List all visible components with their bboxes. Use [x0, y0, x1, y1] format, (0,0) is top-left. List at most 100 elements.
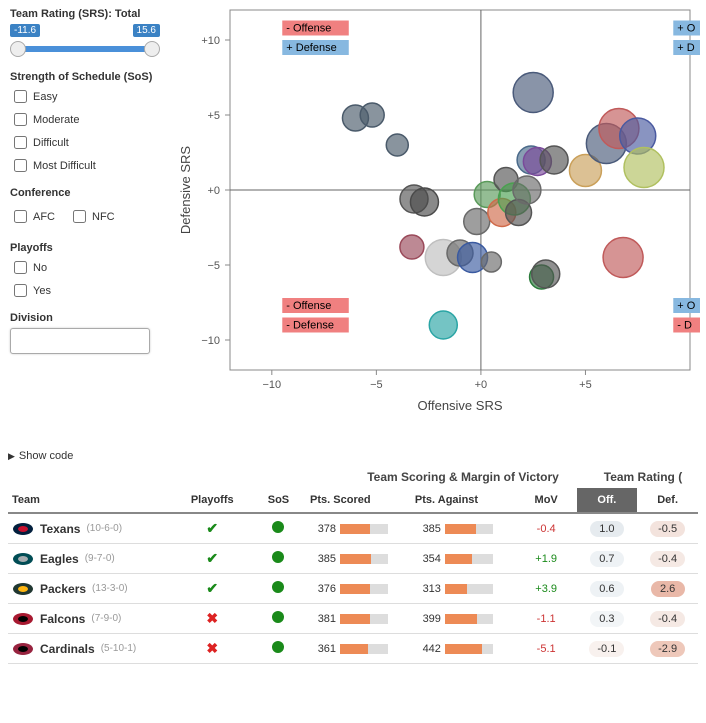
slider-handle-min[interactable] [10, 41, 26, 57]
svg-text:+5: +5 [207, 110, 220, 122]
col-playoffs[interactable]: Playoffs [174, 488, 251, 513]
sos-option-most-difficult[interactable]: Most Difficult [10, 156, 160, 175]
check-icon: ✔ [206, 580, 218, 596]
svg-text:−10: −10 [201, 335, 220, 347]
team-record: (7-9-0) [91, 613, 121, 624]
bubble[interactable] [360, 103, 384, 127]
slider-handle-max[interactable] [144, 41, 160, 57]
mov-value: -0.4 [516, 513, 577, 544]
team-logo-icon [12, 551, 34, 567]
checkbox[interactable] [14, 210, 27, 223]
def-pill: -0.5 [650, 521, 685, 537]
sos-option-difficult[interactable]: Difficult [10, 133, 160, 152]
sos-option-moderate[interactable]: Moderate [10, 110, 160, 129]
bubble[interactable] [603, 238, 643, 278]
pts-bar [340, 614, 388, 624]
x-icon: ✖ [206, 610, 218, 626]
def-pill: -0.4 [650, 611, 685, 627]
off-pill: 0.3 [590, 611, 624, 627]
bubble[interactable] [400, 235, 424, 259]
table-group-rating: Team Rating ( [588, 470, 698, 484]
bubble[interactable] [410, 188, 438, 216]
srs-slider[interactable] [10, 39, 160, 59]
bubble[interactable] [540, 146, 568, 174]
sos-dot-icon [272, 611, 284, 623]
pta-bar [445, 614, 493, 624]
team-record: (9-7-0) [85, 553, 115, 564]
table-row[interactable]: Falcons (7-9-0)✖381399-1.10.3-0.4 [8, 604, 698, 634]
mov-value: -5.1 [516, 634, 577, 664]
col-team[interactable]: Team [8, 488, 174, 513]
off-pill: 0.6 [590, 581, 624, 597]
bubble[interactable] [513, 73, 553, 113]
col-sos[interactable]: SoS [251, 488, 306, 513]
svg-text:−5: −5 [370, 379, 383, 391]
svg-text:+ O: + O [677, 300, 695, 312]
table-group-scoring: Team Scoring & Margin of Victory [338, 470, 588, 484]
svg-text:- Offense: - Offense [286, 300, 331, 312]
bubble[interactable] [624, 148, 664, 188]
sos-title: Strength of Schedule (SoS) [10, 71, 160, 83]
conference-filter: Conference AFC NFC [10, 187, 160, 230]
x-icon: ✖ [206, 640, 218, 656]
srs-max-label: 15.6 [133, 24, 160, 37]
srs-min-label: -11.6 [10, 24, 40, 37]
svg-text:- Offense: - Offense [286, 23, 331, 35]
team-logo-icon [12, 521, 34, 537]
col-pta[interactable]: Pts. Against [411, 488, 516, 513]
table-row[interactable]: Cardinals (5-10-1)✖361442-5.1-0.1-2.9 [8, 634, 698, 664]
bubble[interactable] [429, 311, 457, 339]
checkbox[interactable] [14, 136, 27, 149]
team-record: (10-6-0) [86, 523, 122, 534]
checkbox[interactable] [14, 159, 27, 172]
conference-option-afc[interactable]: AFC [10, 207, 55, 226]
svg-text:+ Defense: + Defense [286, 42, 336, 54]
playoffs-option-yes[interactable]: Yes [10, 281, 160, 300]
col-def[interactable]: Def. [637, 488, 698, 513]
bubble[interactable] [464, 209, 490, 235]
table-row[interactable]: Packers (13-3-0)✔376313+3.90.62.6 [8, 574, 698, 604]
col-pts[interactable]: Pts. Scored [306, 488, 411, 513]
svg-text:−5: −5 [207, 260, 220, 272]
pta-bar [445, 554, 493, 564]
division-input[interactable] [10, 328, 150, 354]
team-name: Cardinals [40, 642, 95, 656]
svg-text:- D: - D [677, 320, 692, 332]
team-table: Team Scoring & Margin of Victory Team Ra… [0, 470, 706, 664]
bubble[interactable] [481, 252, 501, 272]
svg-text:+ D: + D [677, 42, 694, 54]
team-name: Falcons [40, 612, 85, 626]
bubble[interactable] [386, 134, 408, 156]
checkbox[interactable] [14, 113, 27, 126]
team-name: Texans [40, 522, 80, 536]
svg-text:Defensive SRS: Defensive SRS [178, 146, 193, 234]
pta-bar [445, 644, 493, 654]
col-off[interactable]: Off. [577, 488, 638, 513]
conference-option-nfc[interactable]: NFC [69, 207, 115, 226]
conference-title: Conference [10, 187, 160, 199]
checkbox[interactable] [14, 284, 27, 297]
col-mov[interactable]: MoV [516, 488, 577, 513]
bubble[interactable] [532, 260, 560, 288]
sos-option-easy[interactable]: Easy [10, 87, 160, 106]
table-row[interactable]: Texans (10-6-0)✔378385-0.41.0-0.5 [8, 513, 698, 544]
checkbox[interactable] [73, 210, 86, 223]
playoffs-option-no[interactable]: No [10, 258, 160, 277]
mov-value: +1.9 [516, 544, 577, 574]
show-code-toggle[interactable]: ▶Show code [8, 450, 706, 462]
svg-text:+0: +0 [475, 379, 488, 391]
pts-bar [340, 554, 388, 564]
pta-bar [445, 524, 493, 534]
checkbox[interactable] [14, 261, 27, 274]
srs-title: Team Rating (SRS): Total [10, 8, 160, 20]
off-pill: -0.1 [589, 641, 624, 657]
team-logo-icon [12, 611, 34, 627]
table-row[interactable]: Eagles (9-7-0)✔385354+1.90.7-0.4 [8, 544, 698, 574]
playoffs-title: Playoffs [10, 242, 160, 254]
svg-text:−10: −10 [262, 379, 281, 391]
bubble[interactable] [513, 176, 541, 204]
pts-bar [340, 644, 388, 654]
svg-text:Offensive SRS: Offensive SRS [417, 398, 502, 413]
def-pill: -2.9 [650, 641, 685, 657]
checkbox[interactable] [14, 90, 27, 103]
